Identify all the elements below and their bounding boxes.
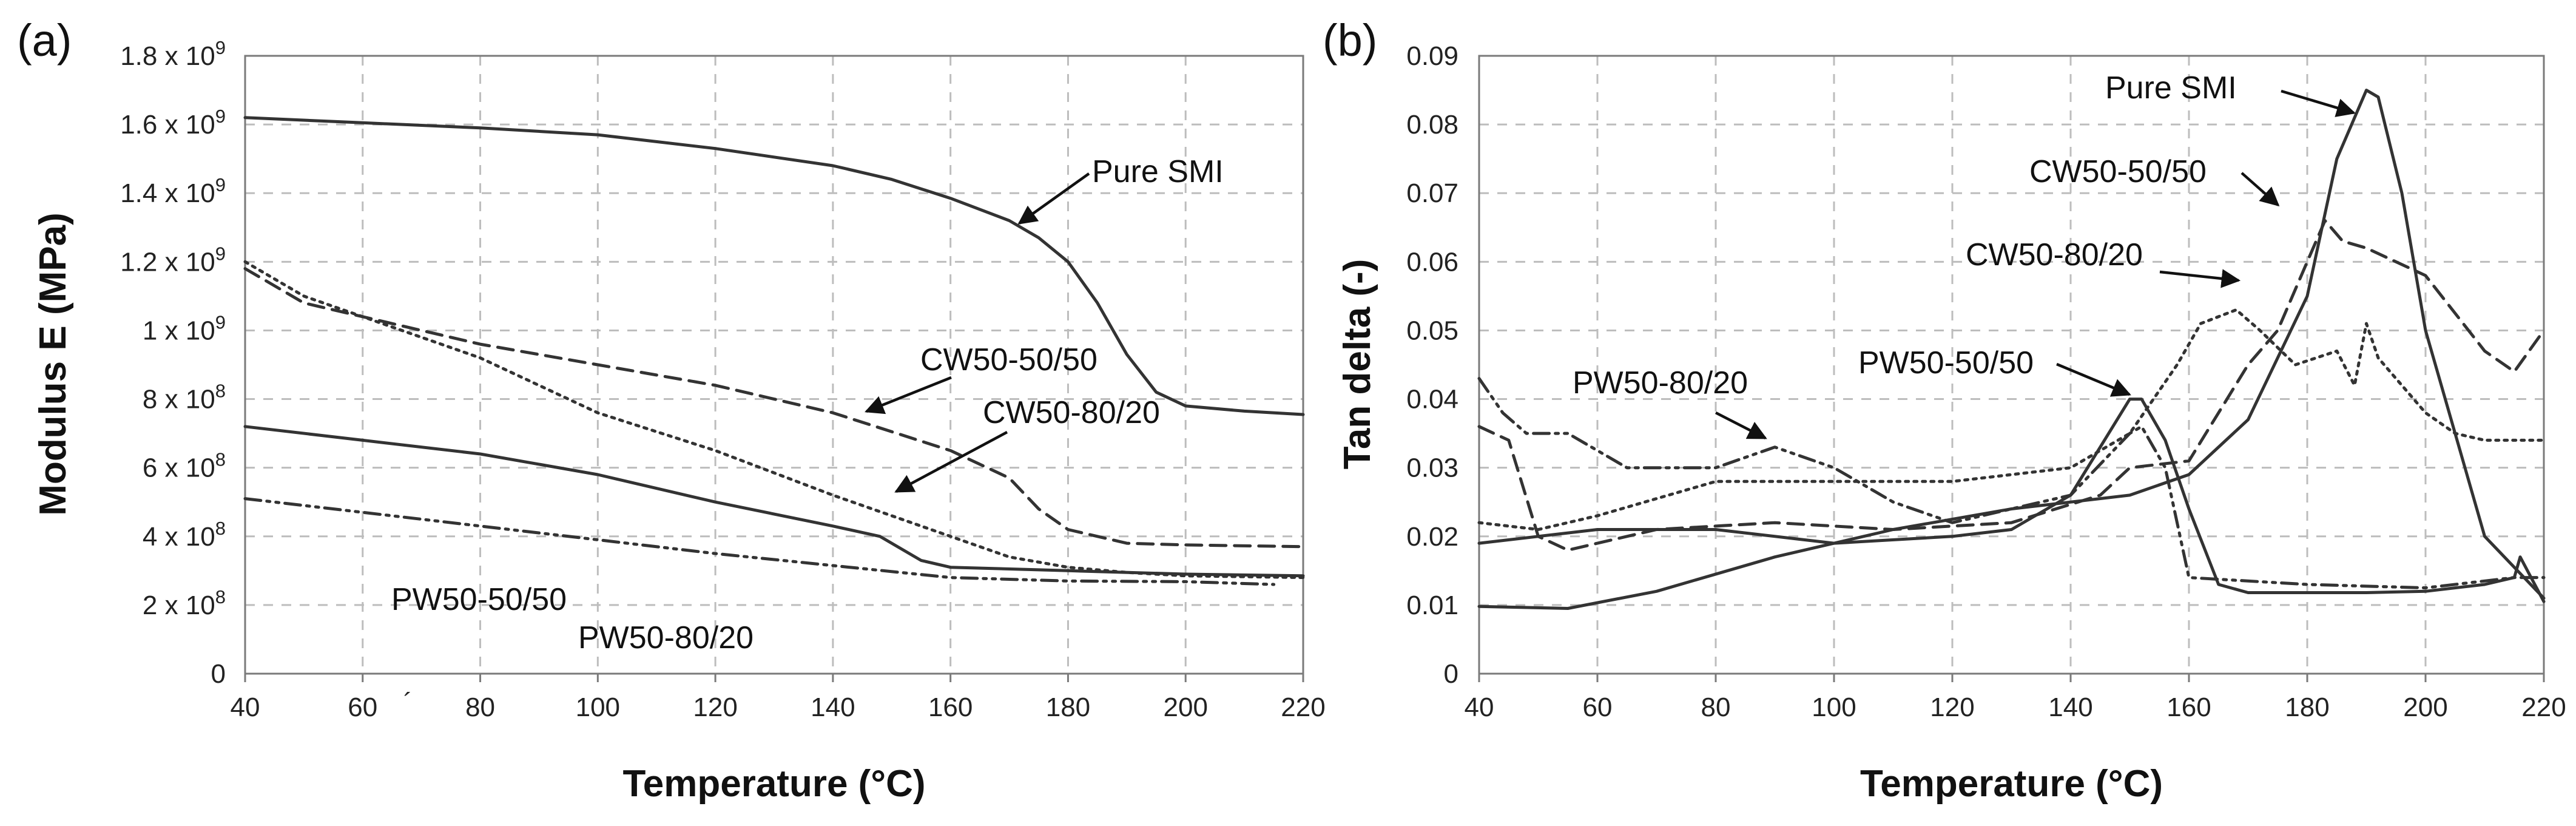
panel-a-annotation-arrow [1017,172,1090,225]
panel-a-y-tick-exponent: 8 [215,518,226,539]
panel-b-annotation-pw50-50-50: PW50-50/50 [1858,345,2034,381]
panel-a-annotation-arrow [865,376,952,415]
panel-a-label: (a) [17,15,72,66]
panel-b-annotation-arrow [2056,362,2131,397]
panel-a-annotation-pure-smi: Pure SMI [1092,154,1224,189]
panel-b-x-tick-label: 100 [1812,692,1856,722]
panel-b-series-pw50-50-50 [1477,398,2546,603]
panel-a-y-tick-mantissa: 1 x 10 [143,316,215,345]
panel-b-x-tick-label: 140 [2048,692,2092,722]
panel-a-series-pw50-50-50 [243,425,1305,578]
panel-b-x-tick-label: 40 [1465,692,1494,722]
panel-a-x-tick-label: 120 [693,692,737,722]
panel-b-y-axis-title: Tan delta (-) [1337,259,1378,470]
panel-b-tan-delta-chart: 40 60 80 100 120 140 160 180 200 220 0 0.01 0.02 0.03… [1323,15,2566,805]
panel-a-y-tick-label: 1.6 x 109 [120,106,226,140]
panel-a-y-tick-label: 6 x 108 [143,449,226,483]
panel-b-x-tick-label: 120 [1930,692,1974,722]
panel-a-annotation-pw50-50-50: PW50-50/50 [391,582,567,617]
panel-b-x-tick-label: 200 [2403,692,2447,722]
panel-b-y-tick-label: 0.06 [1406,247,1458,277]
panel-a-y-tick-mantissa: 4 x 10 [143,522,215,552]
panel-a-y-tick-label: 1.8 x 109 [120,37,226,71]
panel-b-y-tick-label: 0.03 [1406,453,1458,483]
panel-a-x-tick-label: 220 [1281,692,1325,722]
panel-a-stray-mark: ´ [403,688,413,717]
panel-a-x-tick-label: 160 [928,692,973,722]
panel-a-series-pure-smi [243,116,1305,416]
panel-a-y-tick-label: 1.4 x 109 [120,174,226,208]
panel-b-annotation-arrow [2159,269,2241,288]
panel-b-x-axis-title: Temperature (°C) [1860,763,2163,805]
panel-a-x-tick-label: 100 [576,692,620,722]
panel-b-label: (b) [1323,15,1377,66]
panel-a-y-tick-mantissa: 8 x 10 [143,385,215,415]
panel-b-series-cw50-50-50 [1477,219,2546,552]
panel-b-series-pw50-80-20 [1477,377,2546,590]
panel-b-annotation-cw50-80-20: CW50-80/20 [1966,237,2143,273]
panel-b-annotation-arrow [1715,411,1767,440]
panel-b-y-tick-label: 0.05 [1406,316,1458,345]
panel-a-y-tick-exponent: 9 [215,37,226,58]
panel-b-x-tick-label: 60 [1583,692,1613,722]
panel-b-x-tick-label: 160 [2166,692,2211,722]
panel-b-y-tick-label: 0 [1444,659,1458,689]
panel-b-y-tick-label: 0.04 [1406,385,1458,415]
panel-a-y-tick-exponent: 8 [215,449,226,470]
panel-b-annotation-cw50-50-50: CW50-50/50 [2029,154,2207,189]
panel-a-x-tick-label: 200 [1164,692,1208,722]
panel-b-y-tick-label: 0.08 [1406,110,1458,140]
panel-a-x-tick-label: 140 [811,692,855,722]
panel-a-y-tick-exponent: 8 [215,586,226,608]
panel-b-annotation-arrow [2281,89,2356,117]
panel-a-y-tick-label: 0 [211,659,226,689]
panel-b-y-tick-label: 0.02 [1406,522,1458,552]
panel-a-y-tick-mantissa: 1.6 x 10 [120,110,215,140]
panel-a-series-cw50-50-50 [243,267,1305,549]
panel-a-y-tick-exponent: 9 [215,243,226,264]
panel-a-annotation-cw50-50-50: CW50-50/50 [920,342,1097,377]
panel-b-series-cw50-80-20 [1477,308,2546,531]
panel-a-y-tick-exponent: 8 [215,381,226,402]
panel-a-y-tick-exponent: 9 [215,174,226,195]
panel-b-annotation-pure-smi: Pure SMI [2105,70,2237,106]
panel-a-x-tick-label: 80 [465,692,495,722]
panel-b-series-pure-smi [1477,89,2546,610]
panel-a-y-tick-label: 4 x 108 [143,518,226,552]
panel-a-annotation-cw50-80-20: CW50-80/20 [983,395,1160,430]
panel-b-x-tick-label: 180 [2285,692,2329,722]
panel-a-x-tick-label: 180 [1046,692,1090,722]
panel-a-x-tick-label: 40 [231,692,260,722]
panel-b-x-tick-label: 80 [1701,692,1731,722]
panel-b-y-tick-label: 0.07 [1406,178,1458,208]
panel-a-y-tick-label: 8 x 108 [143,381,226,415]
panel-b-y-tick-label: 0.01 [1406,591,1458,620]
panel-a-x-tick-label: 60 [348,692,377,722]
panel-a-y-tick-mantissa: 1.2 x 10 [120,247,215,277]
panel-a-series-pw50-80-20 [243,497,1276,586]
panel-a-y-axis-title: Modulus E (MPa) [32,212,74,515]
panel-a-y-tick-mantissa: 6 x 10 [143,453,215,483]
panel-a-y-tick-mantissa: 1.8 x 10 [120,41,215,71]
panel-a-y-tick-exponent: 9 [215,106,226,127]
panel-a-annotation-arrow [894,431,1008,493]
panel-a-y-tick-label: 1.2 x 109 [120,243,226,277]
panel-b-annotation-pw50-80-20: PW50-80/20 [1573,365,1748,401]
panel-a-y-tick-label: 2 x 108 [143,586,226,620]
panel-b-annotation-arrow [2241,172,2280,207]
panel-a-y-tick-exponent: 9 [215,311,226,333]
panel-b-y-tick-label: 0.09 [1406,41,1458,71]
panel-a-x-axis-title: Temperature (°C) [622,763,925,805]
panel-a-y-tick-label: 1 x 109 [143,311,226,345]
panel-a-annotation-pw50-80-20: PW50-80/20 [578,620,754,655]
panel-b-x-tick-label: 220 [2521,692,2566,722]
panel-a-y-tick-mantissa: 2 x 10 [143,591,215,620]
panel-a-y-tick-mantissa: 1.4 x 10 [120,178,215,208]
